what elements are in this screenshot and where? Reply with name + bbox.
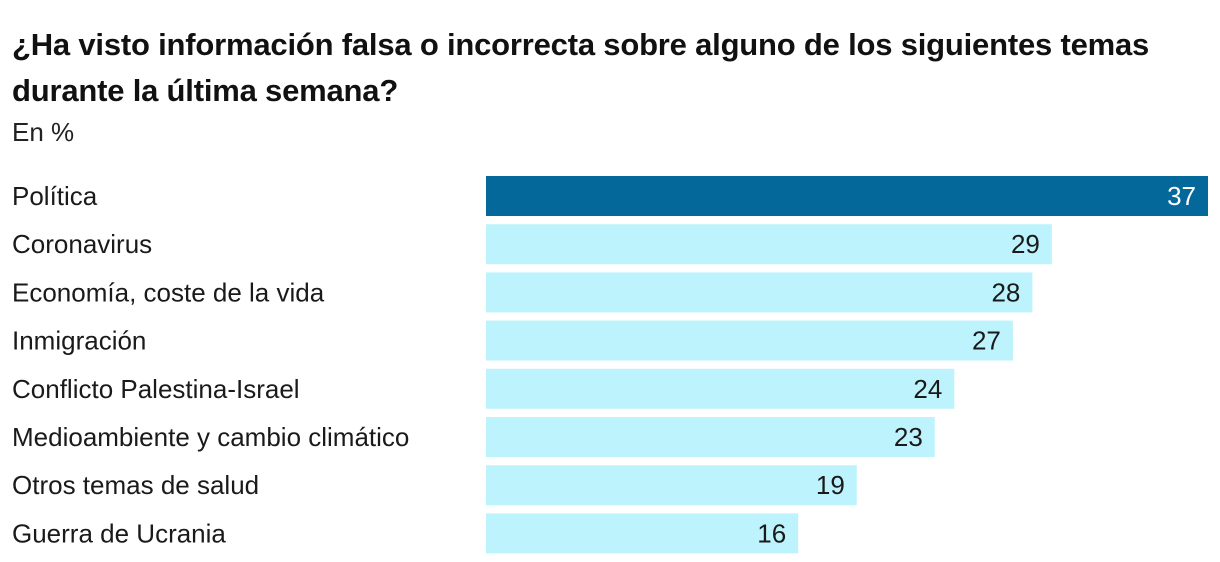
category-label: Conflicto Palestina-Israel <box>12 374 300 404</box>
value-label: 16 <box>757 518 786 548</box>
category-label: Guerra de Ucrania <box>12 518 226 548</box>
bar <box>486 417 935 457</box>
bar <box>486 176 1208 216</box>
value-label: 19 <box>816 470 845 500</box>
value-label: 37 <box>1167 181 1196 211</box>
category-label: Economía, coste de la vida <box>12 277 325 307</box>
value-label: 27 <box>972 326 1001 356</box>
bar <box>486 320 1013 361</box>
value-label: 29 <box>1011 229 1040 259</box>
bar <box>486 368 955 409</box>
category-label: Coronavirus <box>12 229 152 259</box>
value-label: 23 <box>894 422 923 452</box>
bar <box>486 513 799 554</box>
bar <box>486 224 1052 265</box>
category-label: Otros temas de salud <box>12 470 259 500</box>
category-label: Inmigración <box>12 326 146 356</box>
category-label: Política <box>12 181 98 211</box>
chart-subtitle: En % <box>12 117 75 147</box>
bar <box>486 465 857 506</box>
category-label: Medioambiente y cambio climático <box>12 422 409 452</box>
chart-title: ¿Ha visto información falsa o incorrecta… <box>12 27 1150 108</box>
bar <box>486 272 1033 313</box>
value-label: 28 <box>991 277 1020 307</box>
value-label: 24 <box>913 374 942 404</box>
